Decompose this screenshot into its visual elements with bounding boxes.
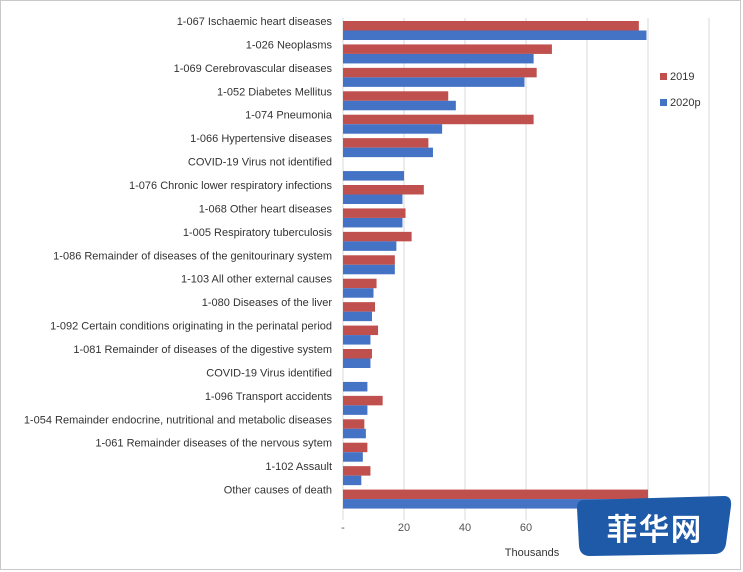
bar-2020p [343, 53, 534, 64]
category-label: Other causes of death [224, 485, 332, 497]
bar-2020p [343, 288, 374, 298]
bar-2019 [343, 325, 379, 336]
bar-2020p [343, 475, 362, 486]
bar-2020p [343, 335, 371, 345]
legend-swatch [660, 99, 667, 106]
x-tick-label: 20 [398, 522, 410, 534]
bar-2020p [343, 311, 372, 322]
category-label: 1-054 Remainder endocrine, nutritional a… [24, 414, 333, 426]
bar-2019 [343, 489, 648, 500]
category-label: COVID-19 Virus identified [206, 367, 332, 379]
bar-2019 [343, 44, 552, 54]
category-label: 1-069 Cerebrovascular diseases [174, 63, 333, 75]
bar-2019 [343, 138, 429, 148]
category-label: 1-066 Hypertensive diseases [190, 133, 332, 145]
bar-2020p [343, 171, 404, 181]
category-label: 1-052 Diabetes Mellitus [217, 86, 332, 98]
bar-2019 [343, 208, 406, 218]
bar-2020p [343, 428, 366, 439]
bar-2019 [343, 91, 449, 101]
x-axis-label: Thousands [505, 547, 560, 559]
watermark-badge [577, 496, 732, 556]
category-label: 1-102 Assault [265, 461, 332, 473]
bar-2020p [343, 381, 368, 392]
bar-2019 [343, 349, 372, 359]
category-label: 1-074 Pneumonia [245, 110, 333, 122]
bar-2019 [343, 278, 377, 289]
bar-2019 [343, 419, 365, 429]
category-label: 1-096 Transport accidents [205, 391, 333, 403]
x-tick-label: 60 [520, 522, 532, 534]
x-tick-label: - [341, 522, 345, 534]
bar-2019 [343, 231, 412, 242]
bar-2020p [343, 241, 397, 251]
bar-2020p [343, 147, 433, 158]
category-label: 1-086 Remainder of diseases of the genit… [53, 250, 332, 262]
bar-2019 [343, 67, 537, 78]
bar-2020p [343, 499, 648, 509]
bars [343, 21, 648, 509]
category-label: 1-067 Ischaemic heart diseases [177, 16, 333, 28]
category-label: 1-061 Remainder diseases of the nervous … [95, 438, 332, 450]
bar-2019 [343, 21, 639, 31]
bar-2020p [343, 194, 403, 204]
bar-2019 [343, 466, 371, 476]
legend-label: 2020p [670, 97, 701, 109]
bar-2020p [343, 77, 525, 87]
bar-2019 [343, 442, 368, 453]
category-label: 1-026 Neoplasms [246, 39, 333, 51]
bar-2020p [343, 30, 647, 40]
category-labels: 1-067 Ischaemic heart diseases 1-026 Neop… [24, 16, 333, 497]
category-label: 1-103 All other external causes [181, 274, 333, 286]
bar-2019 [343, 395, 383, 406]
x-tick-label: 40 [459, 522, 471, 534]
category-label: 1-005 Respiratory tuberculosis [183, 227, 333, 239]
legend-swatch [660, 73, 667, 80]
bar-2020p [343, 405, 368, 415]
category-label: 1-076 Chronic lower respiratory infectio… [129, 180, 332, 192]
bar-2020p [343, 358, 371, 368]
legend: 2019 2020p [660, 71, 701, 109]
bar-2019 [343, 114, 534, 125]
watermark-text: 菲华网 [607, 513, 703, 548]
bar-2020p [343, 217, 403, 228]
legend-label: 2019 [670, 71, 694, 83]
bar-2020p [343, 452, 363, 462]
bar-2019 [343, 185, 424, 195]
bar-2020p [343, 264, 395, 275]
category-label: 1-080 Diseases of the liver [202, 297, 333, 309]
category-label: 1-092 Certain conditions originating in … [50, 321, 332, 333]
category-label: 1-068 Other heart diseases [199, 203, 333, 215]
bar-2019 [343, 302, 376, 312]
category-label: 1-081 Remainder of diseases of the diges… [73, 344, 332, 356]
category-label: COVID-19 Virus not identified [188, 157, 332, 169]
bar-2020p [343, 124, 443, 134]
bar-2020p [343, 100, 456, 111]
bar-2019 [343, 255, 395, 265]
